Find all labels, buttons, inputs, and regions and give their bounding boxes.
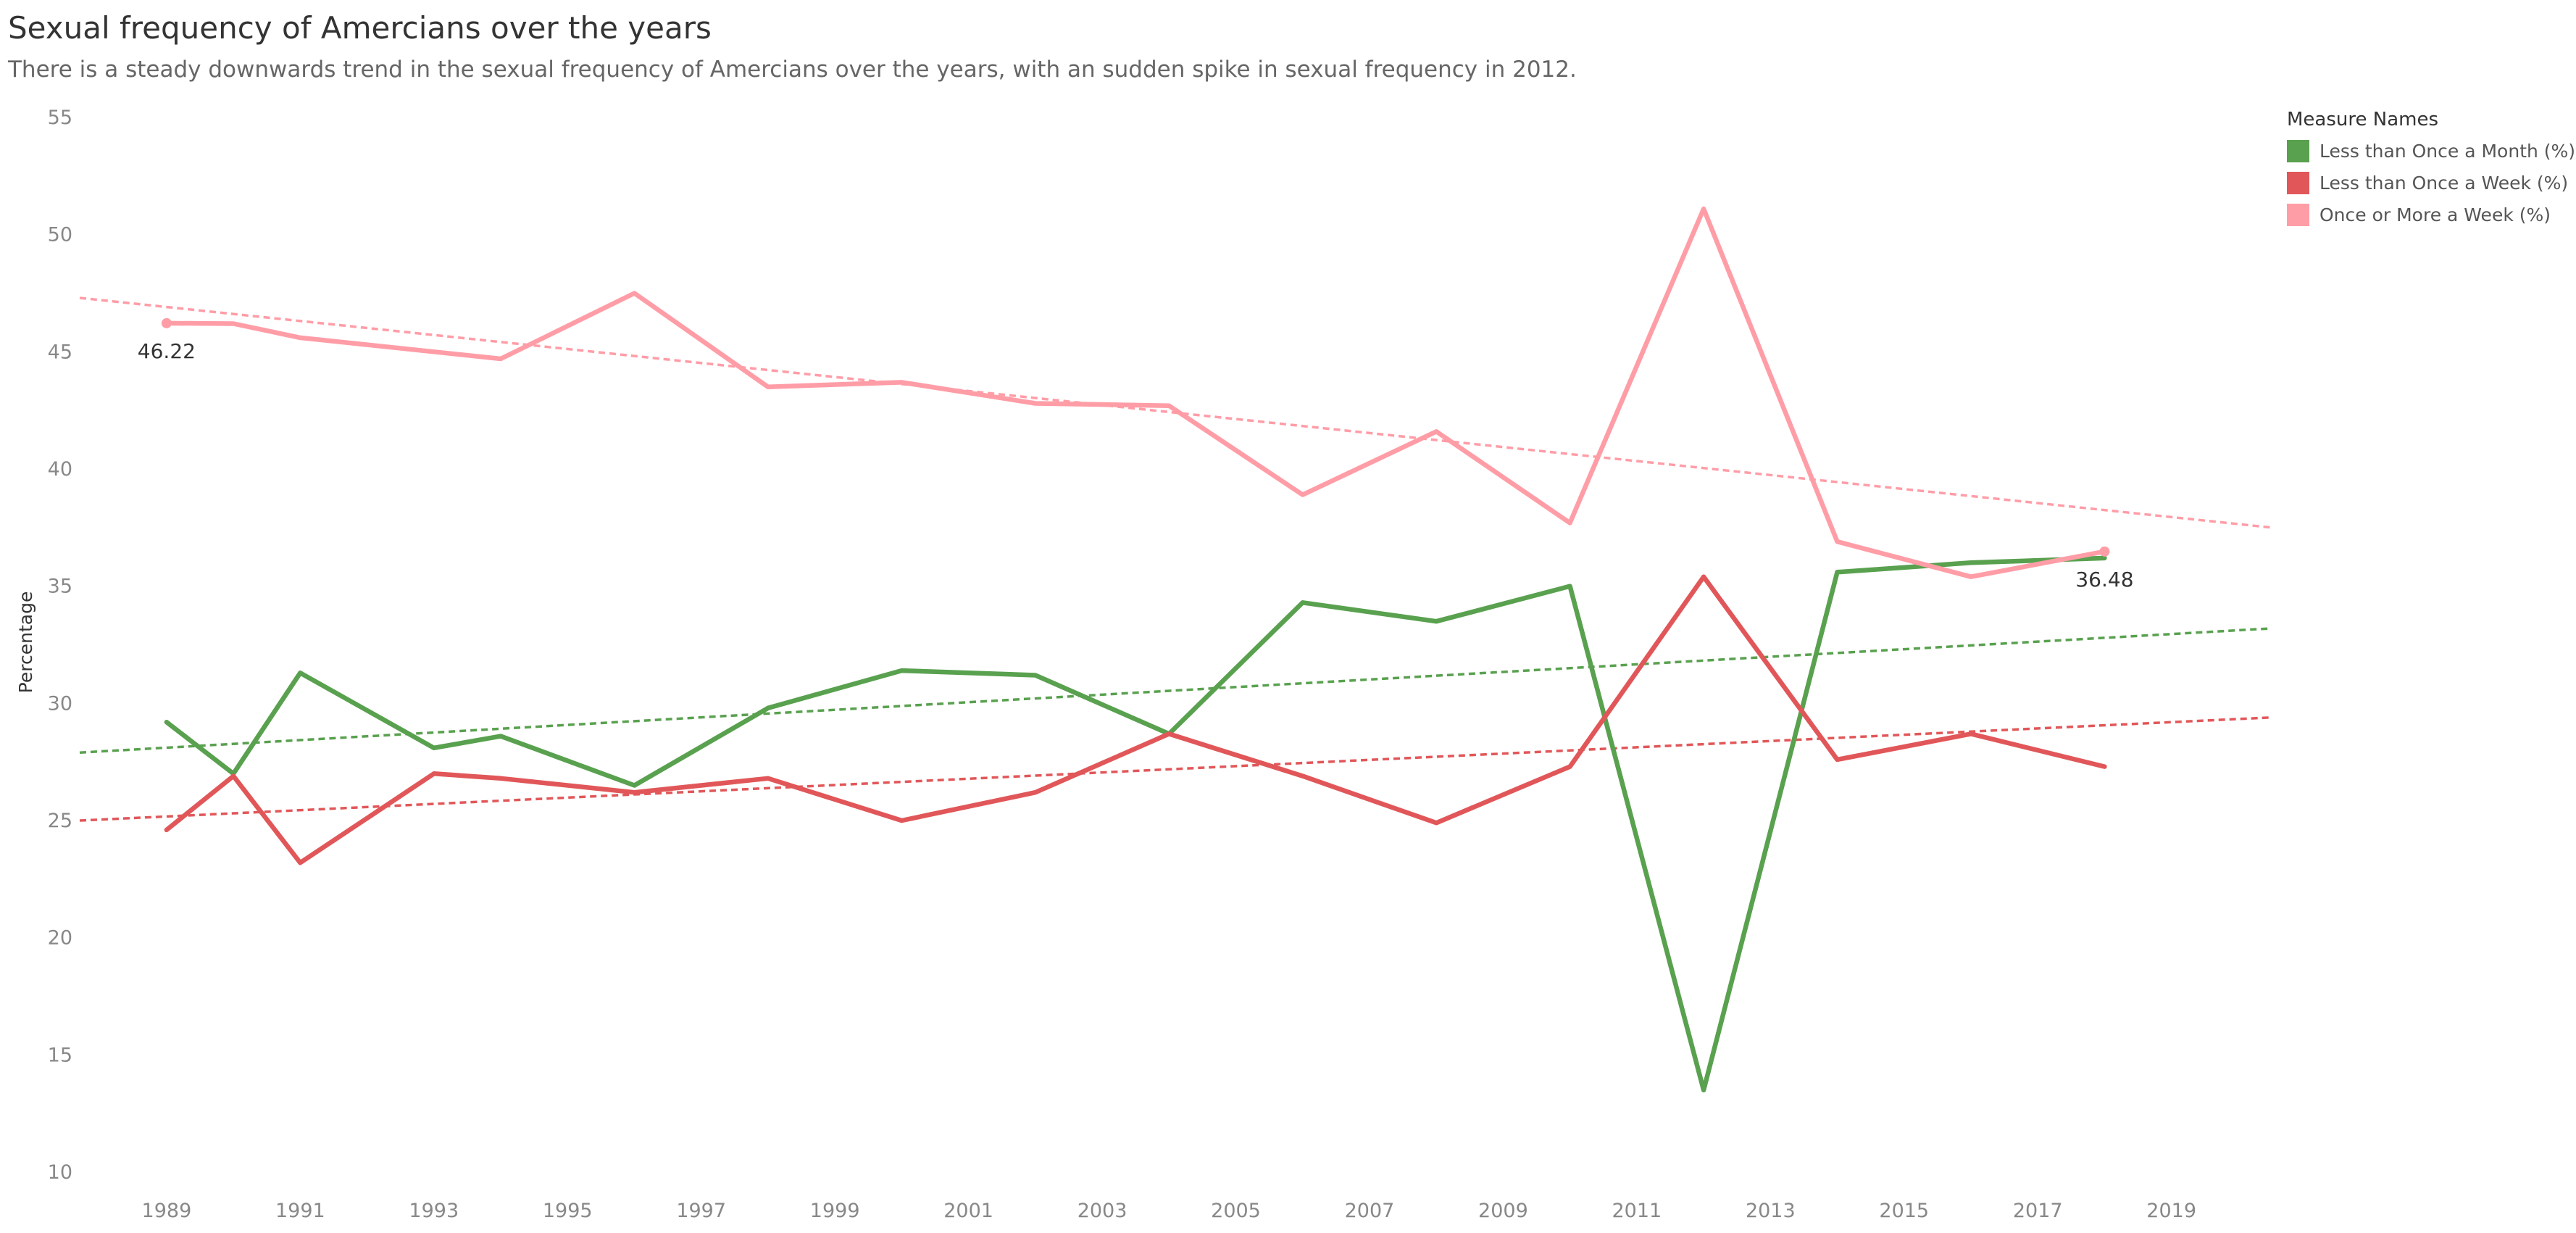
y-tick-label: 55 <box>48 107 72 129</box>
x-tick-label: 2013 <box>1746 1200 1796 1222</box>
x-tick-label: 2005 <box>1211 1200 1261 1222</box>
legend-swatch <box>2287 171 2309 194</box>
legend-swatch <box>2287 139 2309 162</box>
trend-line <box>79 715 2272 822</box>
legend: Measure Names Less than Once a Month (%)… <box>2287 109 2575 231</box>
x-tick-label: 1997 <box>676 1200 726 1222</box>
series-line[interactable] <box>164 555 2107 1093</box>
trend-line <box>79 627 2272 754</box>
chart-subtitle: There is a steady downwards trend in the… <box>8 57 1577 83</box>
series-line[interactable] <box>164 574 2107 865</box>
x-tick-label: 1993 <box>409 1200 459 1222</box>
legend-item[interactable]: Less than Once a Month (%) <box>2287 135 2575 167</box>
legend-swatch <box>2287 203 2309 226</box>
y-tick-label: 35 <box>48 576 72 598</box>
x-tick-label: 1991 <box>275 1200 325 1222</box>
series-line[interactable] <box>164 206 2107 579</box>
series-lines <box>164 206 2107 1093</box>
y-tick-label: 30 <box>48 692 72 715</box>
x-tick-label: 2009 <box>1478 1200 1528 1222</box>
x-axis-ticks: 1989 1991 1993 1995 1997 1999 2001 2003 2005 2007… <box>142 1200 2196 1222</box>
x-tick-label: 2011 <box>1612 1200 1662 1222</box>
legend-item[interactable]: Once or More a Week (%) <box>2287 199 2575 231</box>
data-label: 46.22 <box>138 339 196 363</box>
y-tick-label: 20 <box>48 927 72 950</box>
trend-lines <box>79 296 2272 822</box>
data-label: 36.48 <box>2075 568 2133 591</box>
chart-title: Sexual frequency of Amercians over the y… <box>8 10 712 46</box>
x-tick-label: 1989 <box>142 1200 192 1222</box>
y-axis-label: Percentage <box>15 591 36 694</box>
x-tick-label: 2015 <box>1879 1200 1929 1222</box>
annotations: 46.22 36.48 <box>138 317 2134 591</box>
x-tick-label: 1999 <box>810 1200 860 1222</box>
y-tick-label: 25 <box>48 810 72 832</box>
legend-title: Measure Names <box>2287 109 2439 130</box>
x-tick-label: 2019 <box>2146 1200 2196 1222</box>
data-point[interactable] <box>161 317 172 328</box>
x-tick-label: 1995 <box>543 1200 593 1222</box>
y-tick-label: 15 <box>48 1044 72 1066</box>
y-tick-label: 40 <box>48 458 72 481</box>
legend-label: Once or More a Week (%) <box>2319 204 2551 225</box>
data-point[interactable] <box>2099 546 2110 557</box>
x-tick-label: 2001 <box>943 1200 993 1222</box>
x-tick-label: 2017 <box>2013 1200 2063 1222</box>
y-tick-label: 45 <box>48 341 72 363</box>
legend-label: Less than Once a Week (%) <box>2319 172 2569 194</box>
y-axis-ticks: 10 15 20 25 30 35 40 45 50 55 <box>48 107 72 1184</box>
x-tick-label: 2003 <box>1077 1200 1127 1222</box>
x-tick-label: 2007 <box>1345 1200 1395 1222</box>
y-tick-label: 10 <box>48 1161 72 1184</box>
y-tick-label: 50 <box>48 224 72 246</box>
legend-item[interactable]: Less than Once a Week (%) <box>2287 167 2575 199</box>
legend-label: Less than Once a Month (%) <box>2319 140 2576 162</box>
